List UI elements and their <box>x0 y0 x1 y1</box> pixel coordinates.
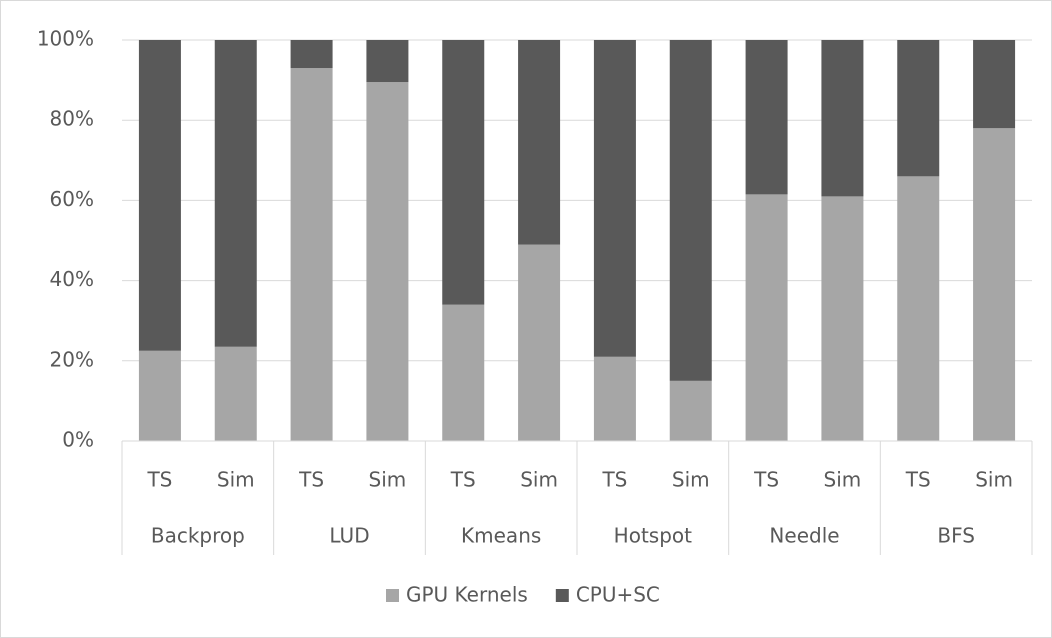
bar-segment <box>138 350 181 441</box>
bar-segment <box>138 40 181 351</box>
bar-segment <box>290 40 333 69</box>
bar-segment <box>290 68 333 441</box>
y-tick-label: 20% <box>50 347 94 371</box>
x-tick-label: Sim <box>369 468 407 492</box>
x-tick-label: Sim <box>975 468 1013 492</box>
x-tick-label: TS <box>298 468 324 492</box>
bar-segment <box>214 346 257 441</box>
bar-segment <box>669 380 712 441</box>
y-tick-label: 40% <box>50 267 94 291</box>
bar-segment <box>214 40 257 347</box>
bar-segment <box>897 40 940 177</box>
x-tick-label: Sim <box>217 468 255 492</box>
bar-segment <box>593 356 636 441</box>
bar-segment <box>593 40 636 357</box>
group-label: Needle <box>769 524 839 548</box>
x-tick-label: Sim <box>520 468 558 492</box>
legend-label: GPU Kernels <box>406 583 528 607</box>
x-tick-label: TS <box>146 468 172 492</box>
y-tick-label: 0% <box>62 428 94 452</box>
y-tick-label: 60% <box>50 187 94 211</box>
group-label: LUD <box>329 524 369 548</box>
bar-segment <box>442 40 485 305</box>
bar-segment <box>821 196 864 441</box>
legend-swatch <box>386 589 399 602</box>
bar-segment <box>669 40 712 381</box>
group-label: Hotspot <box>614 524 692 548</box>
legend-swatch <box>555 589 569 602</box>
group-label: Backprop <box>151 524 245 548</box>
group-label: Kmeans <box>461 524 541 548</box>
bar-segment <box>518 40 561 245</box>
bar-segment <box>442 304 485 441</box>
legend-label: CPU+SC <box>576 583 660 607</box>
y-tick-label: 80% <box>50 107 94 131</box>
bar-segment <box>745 194 788 441</box>
x-tick-label: TS <box>601 468 627 492</box>
y-tick-label: 100% <box>37 27 94 51</box>
x-tick-label: TS <box>753 468 779 492</box>
bar-segment <box>821 40 864 197</box>
x-tick-label: TS <box>905 468 931 492</box>
x-tick-label: Sim <box>672 468 710 492</box>
bar-segment <box>366 82 409 441</box>
bar-segment <box>973 40 1016 129</box>
bar-segment <box>745 40 788 195</box>
bar-segment <box>366 40 409 83</box>
group-label: BFS <box>937 524 975 548</box>
bar-segment <box>897 176 940 441</box>
x-tick-label: TS <box>450 468 476 492</box>
x-tick-label: Sim <box>824 468 862 492</box>
bar-segment <box>518 244 561 441</box>
bar-segment <box>973 128 1016 441</box>
